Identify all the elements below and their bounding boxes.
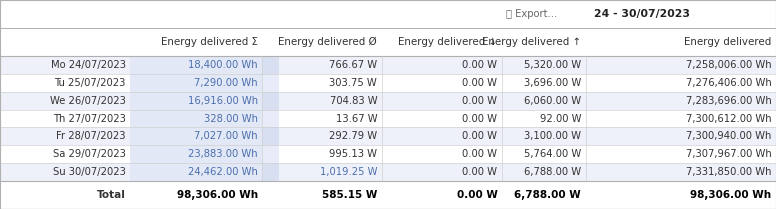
Text: Energy delivered: Energy delivered bbox=[684, 37, 771, 47]
Bar bbox=[0, 56, 776, 74]
Text: Energy delivered ↑: Energy delivered ↑ bbox=[482, 37, 581, 47]
Text: Su 30/07/2023: Su 30/07/2023 bbox=[53, 167, 126, 177]
Bar bbox=[0, 127, 776, 145]
Text: Total: Total bbox=[97, 190, 126, 200]
Text: 7,307,967.00 Wh: 7,307,967.00 Wh bbox=[685, 149, 771, 159]
Text: 585.15 W: 585.15 W bbox=[322, 190, 377, 200]
Text: 303.75 W: 303.75 W bbox=[329, 78, 377, 88]
Text: Energy delivered Ø: Energy delivered Ø bbox=[279, 37, 377, 47]
Text: 766.67 W: 766.67 W bbox=[329, 60, 377, 70]
Bar bbox=[0, 28, 776, 56]
Text: 6,788.00 W: 6,788.00 W bbox=[514, 190, 581, 200]
Text: 3,696.00 W: 3,696.00 W bbox=[524, 78, 581, 88]
Text: 5,320.00 W: 5,320.00 W bbox=[524, 60, 581, 70]
Text: 0.00 W: 0.00 W bbox=[462, 131, 497, 141]
Text: 7,331,850.00 Wh: 7,331,850.00 Wh bbox=[686, 167, 771, 177]
Bar bbox=[130, 74, 262, 92]
Text: 7,276,406.00 Wh: 7,276,406.00 Wh bbox=[685, 78, 771, 88]
Bar bbox=[0, 92, 776, 110]
Bar bbox=[0, 74, 776, 92]
Text: 7,300,612.00 Wh: 7,300,612.00 Wh bbox=[686, 114, 771, 124]
Bar bbox=[0, 145, 776, 163]
Text: 0.00 W: 0.00 W bbox=[462, 149, 497, 159]
Bar bbox=[0, 110, 776, 127]
Text: 23,883.00 Wh: 23,883.00 Wh bbox=[188, 149, 258, 159]
Bar bbox=[262, 74, 279, 92]
Text: 92.00 W: 92.00 W bbox=[540, 114, 581, 124]
Text: 0.00 W: 0.00 W bbox=[456, 190, 497, 200]
Bar bbox=[262, 145, 279, 163]
Text: 3,100.00 W: 3,100.00 W bbox=[525, 131, 581, 141]
Text: 704.83 W: 704.83 W bbox=[330, 96, 377, 106]
Text: 6,788.00 W: 6,788.00 W bbox=[524, 167, 581, 177]
Text: Tu 25/07/2023: Tu 25/07/2023 bbox=[54, 78, 126, 88]
Text: 0.00 W: 0.00 W bbox=[462, 96, 497, 106]
Bar bbox=[0, 181, 776, 209]
Text: 328.00 Wh: 328.00 Wh bbox=[203, 114, 258, 124]
Bar bbox=[262, 163, 279, 181]
Text: 24 - 30/07/2023: 24 - 30/07/2023 bbox=[594, 9, 690, 19]
Text: 13.67 W: 13.67 W bbox=[335, 114, 377, 124]
Text: 7,300,940.00 Wh: 7,300,940.00 Wh bbox=[686, 131, 771, 141]
Text: Th 27/07/2023: Th 27/07/2023 bbox=[53, 114, 126, 124]
Bar bbox=[130, 92, 262, 110]
Text: 98,306.00 Wh: 98,306.00 Wh bbox=[176, 190, 258, 200]
Bar bbox=[262, 56, 279, 74]
Text: Sa 29/07/2023: Sa 29/07/2023 bbox=[53, 149, 126, 159]
Text: Mo 24/07/2023: Mo 24/07/2023 bbox=[50, 60, 126, 70]
Bar bbox=[130, 110, 262, 127]
Text: 7,290.00 Wh: 7,290.00 Wh bbox=[194, 78, 258, 88]
Text: We 26/07/2023: We 26/07/2023 bbox=[50, 96, 126, 106]
Text: 995.13 W: 995.13 W bbox=[329, 149, 377, 159]
Bar bbox=[262, 110, 279, 127]
Bar bbox=[262, 92, 279, 110]
Text: 16,916.00 Wh: 16,916.00 Wh bbox=[188, 96, 258, 106]
Text: 6,060.00 W: 6,060.00 W bbox=[524, 96, 581, 106]
Text: Fr 28/07/2023: Fr 28/07/2023 bbox=[56, 131, 126, 141]
Text: ⨉ Export...: ⨉ Export... bbox=[506, 9, 557, 19]
Text: 0.00 W: 0.00 W bbox=[462, 167, 497, 177]
Bar bbox=[130, 127, 262, 145]
Text: 0.00 W: 0.00 W bbox=[462, 78, 497, 88]
Text: Energy delivered Σ: Energy delivered Σ bbox=[161, 37, 258, 47]
Text: 7,283,696.00 Wh: 7,283,696.00 Wh bbox=[685, 96, 771, 106]
Text: 292.79 W: 292.79 W bbox=[329, 131, 377, 141]
Text: 5,764.00 W: 5,764.00 W bbox=[524, 149, 581, 159]
Text: 1,019.25 W: 1,019.25 W bbox=[320, 167, 377, 177]
Text: 0.00 W: 0.00 W bbox=[462, 60, 497, 70]
Bar bbox=[0, 0, 776, 28]
Bar bbox=[130, 145, 262, 163]
Bar bbox=[130, 56, 262, 74]
Bar bbox=[0, 163, 776, 181]
Text: Energy delivered ↓: Energy delivered ↓ bbox=[398, 37, 497, 47]
Text: 18,400.00 Wh: 18,400.00 Wh bbox=[188, 60, 258, 70]
Text: 98,306.00 Wh: 98,306.00 Wh bbox=[690, 190, 771, 200]
Text: 7,258,006.00 Wh: 7,258,006.00 Wh bbox=[686, 60, 771, 70]
Bar bbox=[262, 127, 279, 145]
Text: 7,027.00 Wh: 7,027.00 Wh bbox=[194, 131, 258, 141]
Text: 0.00 W: 0.00 W bbox=[462, 114, 497, 124]
Text: 24,462.00 Wh: 24,462.00 Wh bbox=[188, 167, 258, 177]
Bar bbox=[130, 163, 262, 181]
